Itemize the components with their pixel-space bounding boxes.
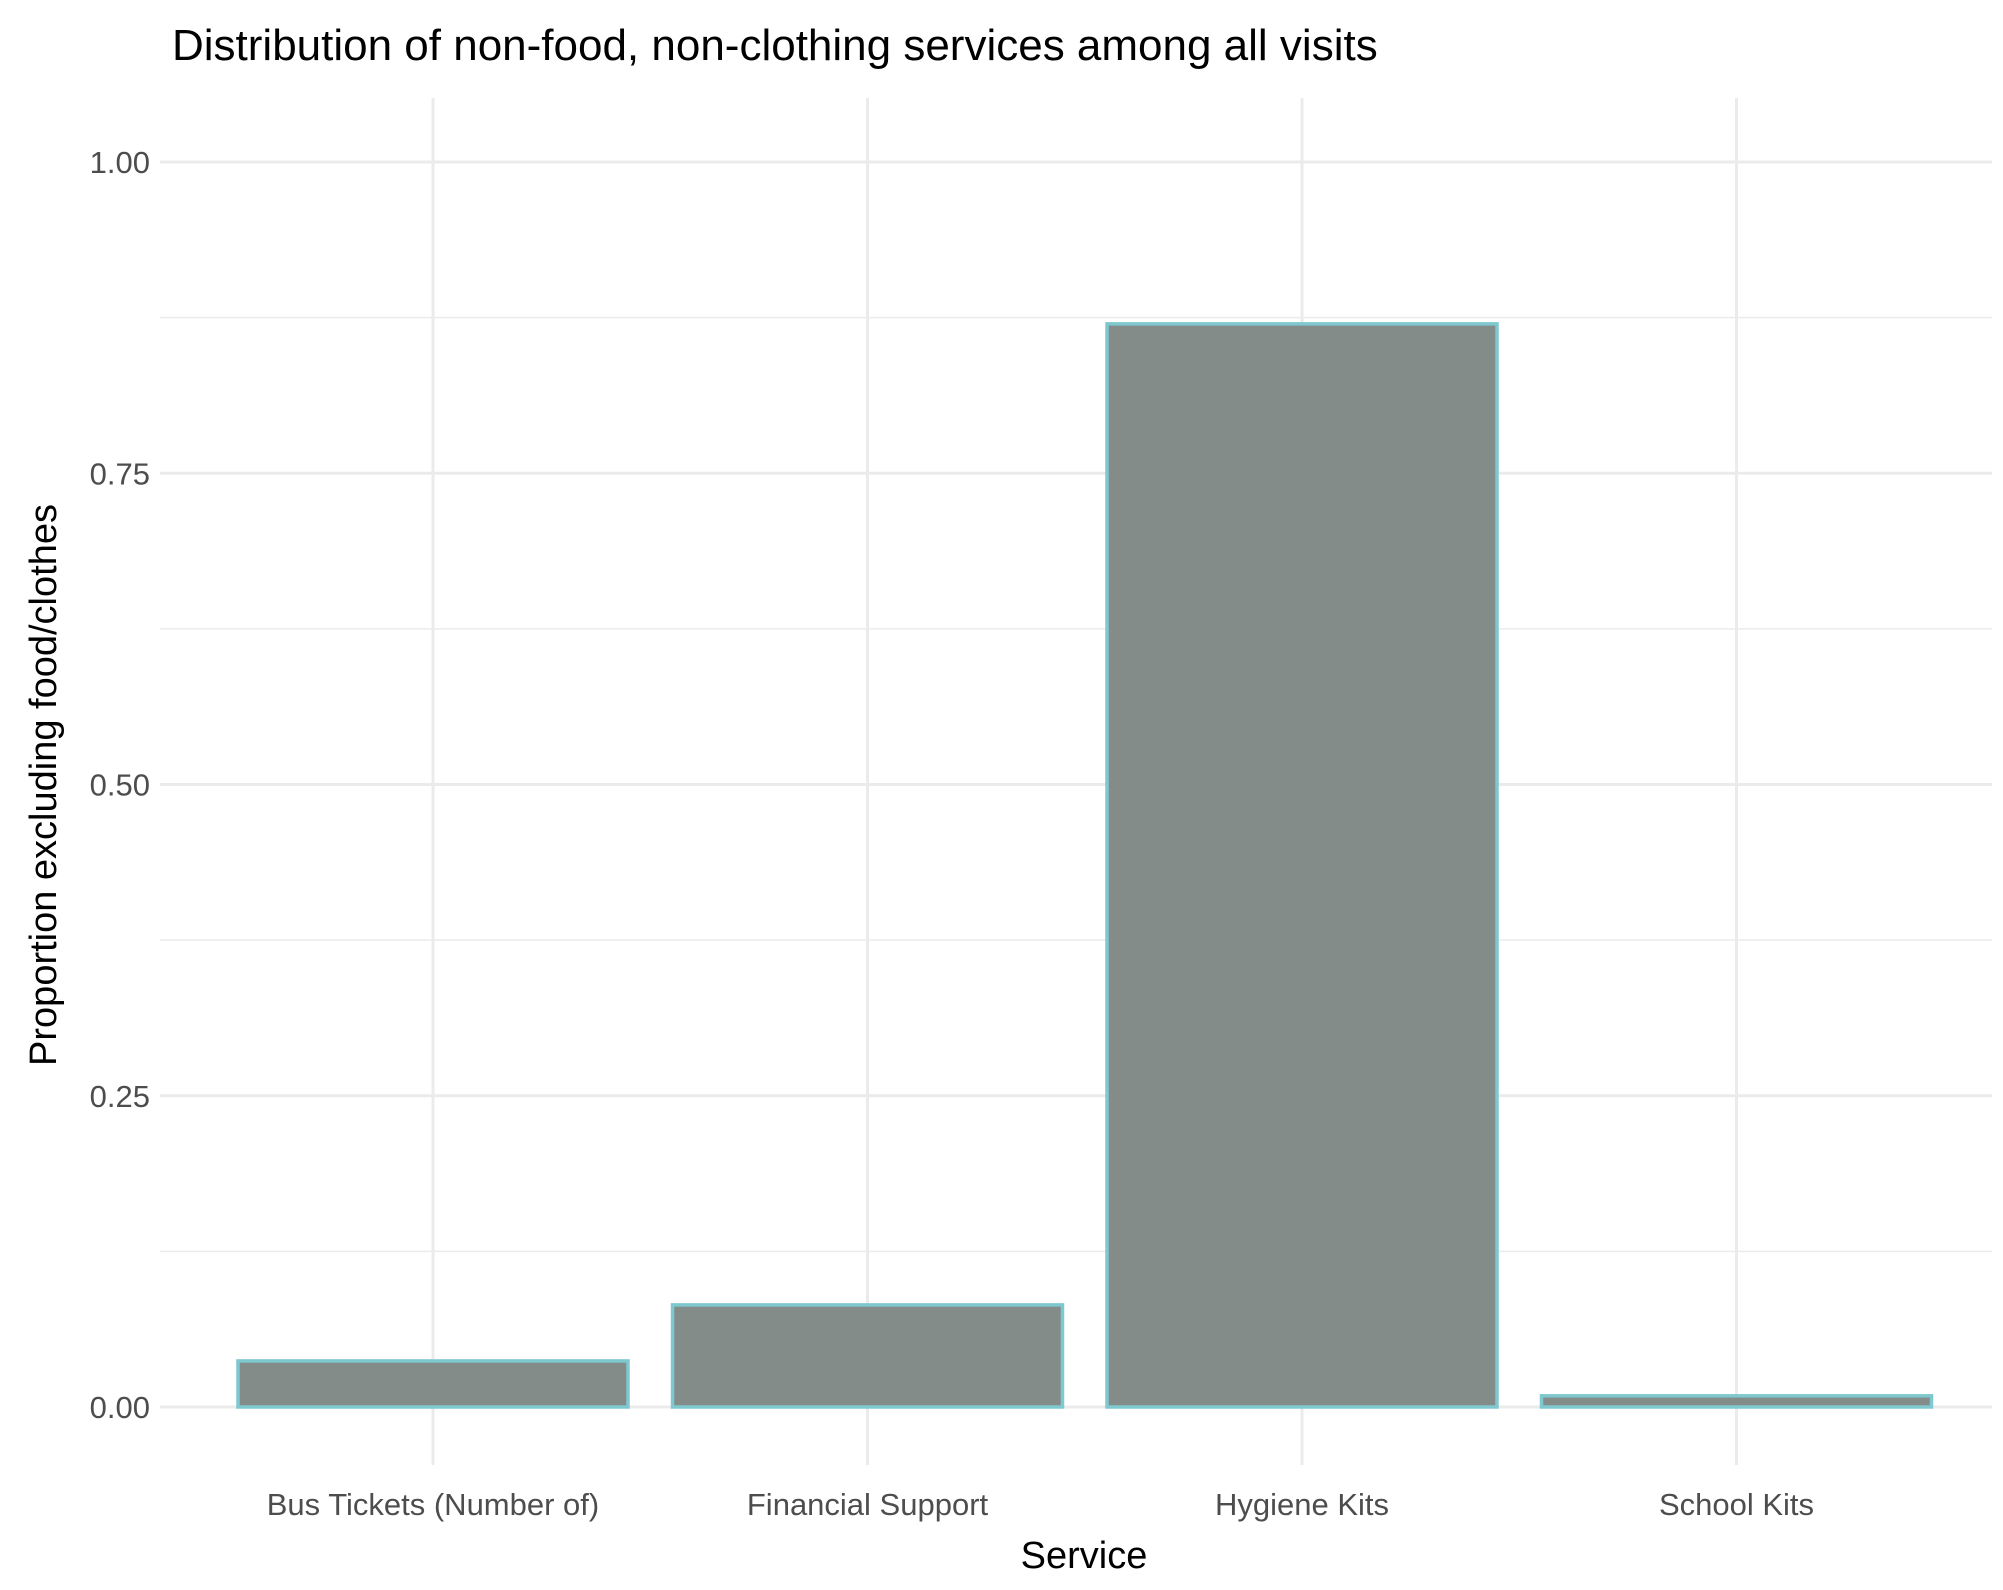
x-tick-label: Bus Tickets (Number of) xyxy=(267,1487,599,1522)
x-tick-label: Financial Support xyxy=(747,1487,989,1522)
y-tick-label: 1.00 xyxy=(90,145,150,180)
grid xyxy=(160,98,1992,1465)
y-tick-label: 0.00 xyxy=(90,1390,150,1425)
x-tick-label: Hygiene Kits xyxy=(1215,1487,1389,1522)
x-axis-title: Service xyxy=(1021,1535,1148,1577)
y-tick-labels: 0.00 0.25 0.50 0.75 1.00 xyxy=(90,145,150,1425)
y-tick-label: 0.25 xyxy=(90,1079,150,1114)
chart-title: Distribution of non-food, non-clothing s… xyxy=(172,21,1378,70)
y-tick-label: 0.75 xyxy=(90,456,150,491)
bar xyxy=(1105,322,1499,1409)
bar xyxy=(1539,1394,1934,1409)
x-tick-labels: Bus Tickets (Number of) Financial Support… xyxy=(267,1487,1814,1522)
bar xyxy=(670,1303,1065,1409)
bars xyxy=(236,322,1934,1409)
bar xyxy=(236,1359,630,1409)
y-axis-title: Proportion excluding food/clothes xyxy=(23,504,65,1066)
x-tick-label: School Kits xyxy=(1659,1487,1814,1522)
y-tick-label: 0.50 xyxy=(90,768,150,803)
